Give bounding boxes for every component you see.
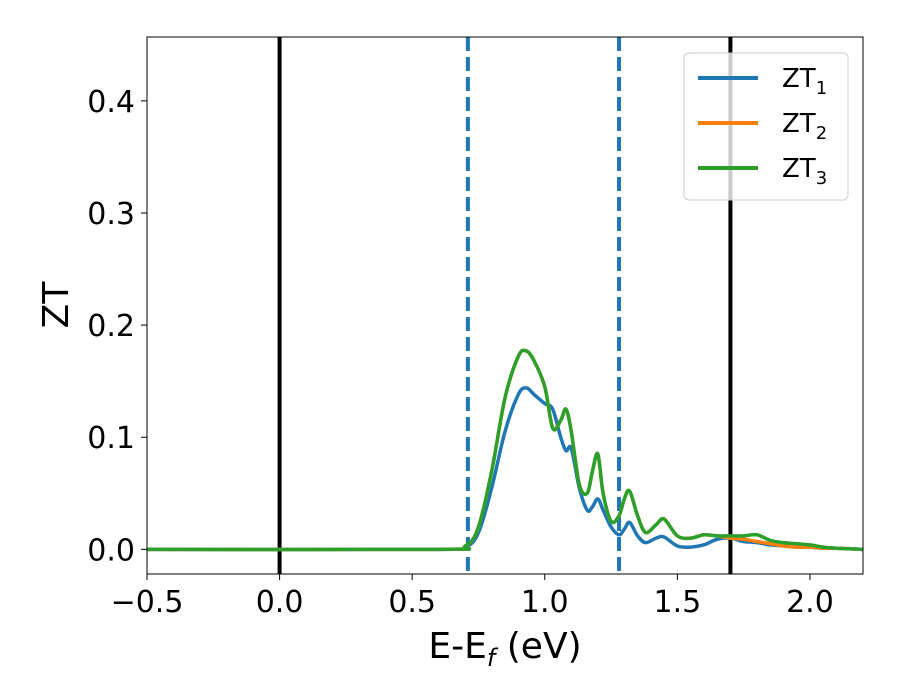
- legend-label-2: ZT2: [782, 109, 827, 144]
- reference-lines: [277, 37, 733, 574]
- legend-box: [683, 52, 849, 201]
- x-tick-label: 0.5: [388, 585, 436, 620]
- legend-label-1: ZT1: [782, 64, 827, 99]
- x-axis-ticks: −0.5 0.0 0.5 1.0 1.5 2.0: [111, 574, 834, 620]
- series-line-1: [147, 386, 863, 552]
- x-axis-label-unit: (eV): [495, 626, 581, 667]
- x-tick-label: 0.0: [256, 585, 304, 620]
- series-lines: [147, 348, 863, 552]
- x-tick-label: 1.0: [521, 585, 569, 620]
- y-tick-label: 0.2: [87, 309, 135, 344]
- plot-frame: [146, 36, 864, 575]
- x-axis-label: E-Ef (eV): [428, 626, 581, 672]
- x-tick-label: 2.0: [786, 585, 834, 620]
- legend: ZT1 ZT2 ZT3: [683, 52, 849, 201]
- y-axis-ticks: 0.0 0.1 0.2 0.3 0.4: [87, 85, 147, 568]
- y-tick-label: 0.4: [87, 85, 135, 120]
- series-line-2: [147, 348, 863, 552]
- y-axis-label: ZT: [36, 281, 77, 329]
- x-tick-label: −0.5: [111, 585, 184, 620]
- x-tick-label: 1.5: [654, 585, 702, 620]
- x-axis-label-main: E-E: [428, 626, 486, 667]
- y-tick-label: 0.1: [87, 421, 135, 456]
- y-tick-label: 0.0: [87, 533, 135, 568]
- series-line-3: [147, 348, 863, 552]
- y-tick-label: 0.3: [87, 197, 135, 232]
- legend-label-3: ZT3: [782, 154, 827, 189]
